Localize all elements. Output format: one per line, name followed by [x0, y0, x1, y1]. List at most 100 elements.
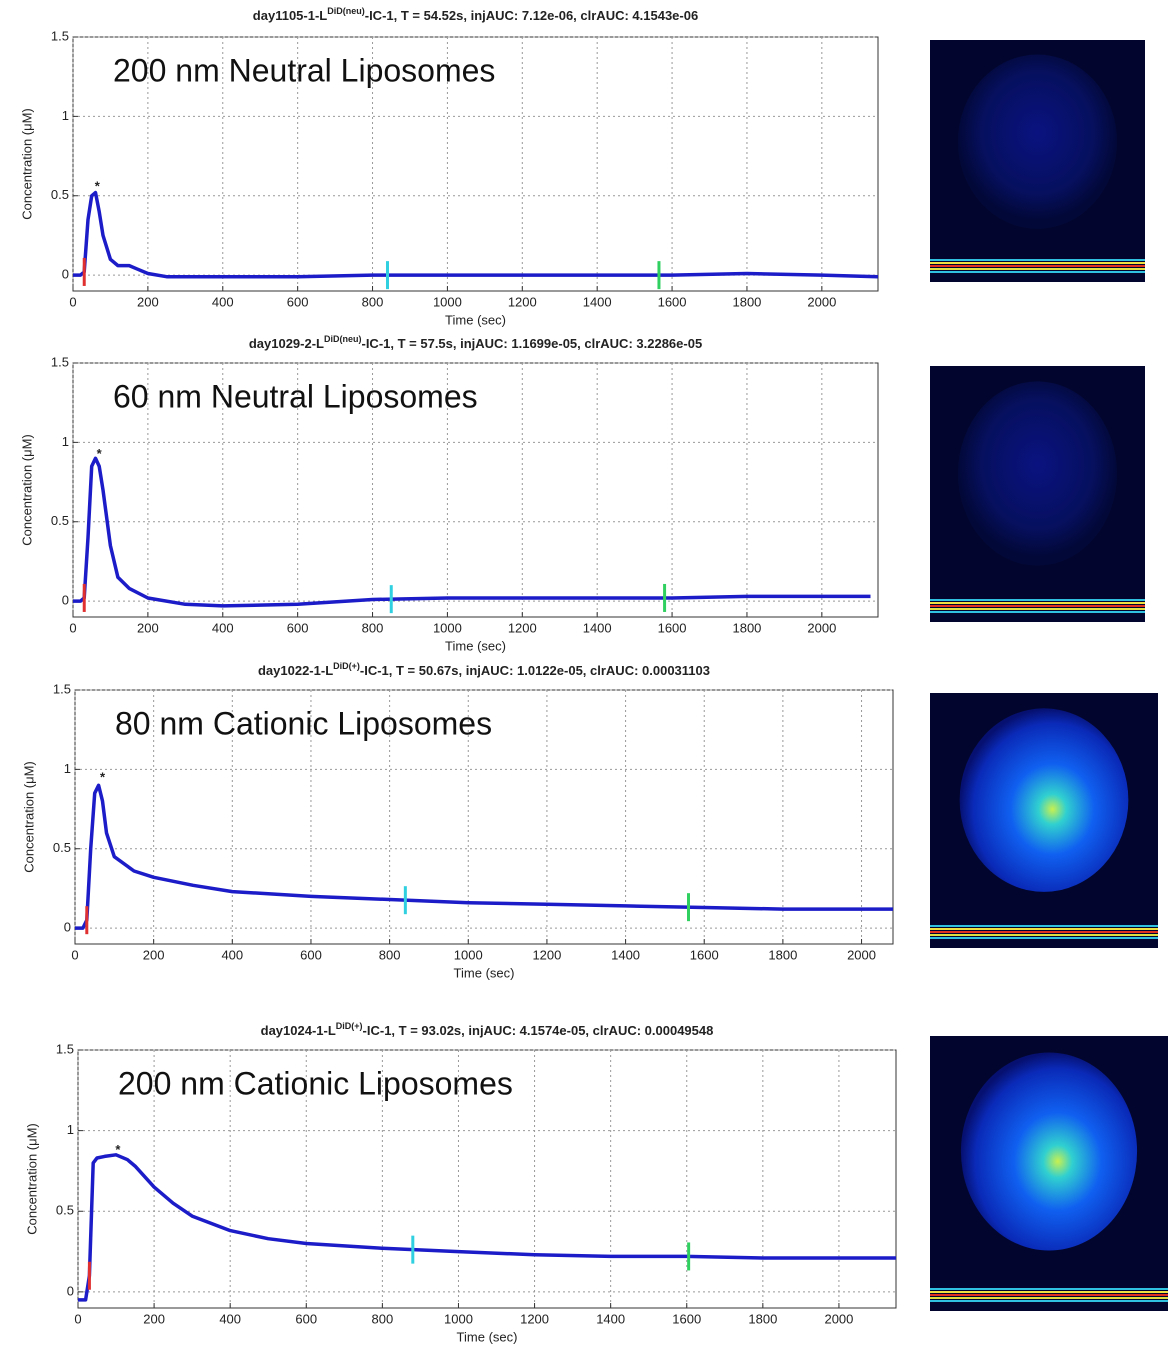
title-rest: -IC-1, T = 54.52s, injAUC: 7.12e-06, clr…: [365, 8, 698, 23]
chart-title: day1024-1-LDiD(+)-IC-1, T = 93.02s, injA…: [261, 1021, 714, 1038]
x-tick-label: 1600: [658, 620, 687, 635]
organ-image: [957, 54, 1118, 229]
x-axis-label: Time (sec): [457, 1329, 518, 1344]
x-tick-label: 1000: [433, 620, 462, 635]
chart-title: day1105-1-LDiD(neu)-IC-1, T = 54.52s, in…: [253, 6, 698, 23]
y-tick-label: 1: [62, 108, 69, 123]
x-tick-label: 0: [74, 1311, 81, 1326]
x-tick-label: 400: [212, 294, 234, 309]
x-tick-label: 200: [143, 947, 165, 962]
y-axis-label: Concentration (μM): [21, 761, 36, 873]
y-tick-label: 0.5: [53, 840, 71, 855]
y-tick-label: 0.5: [51, 187, 69, 202]
title-rest: -IC-1, T = 50.67s, injAUC: 1.0122e-05, c…: [360, 663, 710, 678]
x-tick-label: 2000: [824, 1311, 853, 1326]
x-tick-label: 2000: [807, 620, 836, 635]
y-tick-label: 1: [62, 434, 69, 449]
y-tick-label: 1.5: [56, 1041, 74, 1056]
x-tick-label: 1200: [520, 1311, 549, 1326]
x-tick-label: 1800: [732, 294, 761, 309]
peak-marker: *: [115, 1142, 121, 1157]
y-axis-label: Concentration (μM): [19, 108, 34, 220]
y-tick-label: 1: [67, 1122, 74, 1137]
title-sup: DiD(+): [336, 1021, 363, 1031]
x-axis-label: Time (sec): [454, 965, 515, 980]
chart-title: day1029-2-LDiD(neu)-IC-1, T = 57.5s, inj…: [249, 334, 702, 351]
x-tick-label: 600: [295, 1311, 317, 1326]
x-tick-label: 800: [379, 947, 401, 962]
title-base: day1105-1-L: [253, 8, 327, 23]
title-rest: -IC-1, T = 57.5s, injAUC: 1.1699e-05, cl…: [361, 336, 702, 351]
y-tick-label: 0: [62, 593, 69, 608]
x-tick-label: 600: [287, 620, 309, 635]
x-tick-label: 400: [212, 620, 234, 635]
x-tick-label: 1200: [532, 947, 561, 962]
title-base: day1022-1-L: [258, 663, 333, 678]
annotation: 200 nm Cationic Liposomes: [118, 1065, 513, 1101]
x-tick-label: 0: [69, 620, 76, 635]
y-tick-label: 1.5: [53, 681, 71, 696]
x-tick-label: 2000: [807, 294, 836, 309]
title-base: day1029-2-L: [249, 336, 324, 351]
x-tick-label: 400: [221, 947, 243, 962]
x-tick-label: 1000: [433, 294, 462, 309]
y-tick-label: 1: [64, 761, 71, 776]
data-line: [73, 456, 871, 608]
y-tick-label: 0: [67, 1283, 74, 1298]
peak-marker: *: [97, 446, 103, 461]
x-tick-label: 1400: [596, 1311, 625, 1326]
x-tick-label: 1600: [690, 947, 719, 962]
plot-area: [72, 362, 879, 618]
x-tick-label: 200: [143, 1311, 165, 1326]
annotation: 60 nm Neutral Liposomes: [113, 378, 478, 414]
data-line: [75, 783, 893, 930]
x-tick-label: 1200: [508, 620, 537, 635]
peak-marker: *: [95, 178, 101, 193]
annotation: 80 nm Cationic Liposomes: [115, 705, 492, 741]
x-tick-label: 200: [137, 620, 159, 635]
data-line: [78, 1153, 896, 1302]
organ-image: [957, 381, 1118, 566]
y-tick-label: 0.5: [56, 1203, 74, 1218]
x-tick-label: 800: [362, 620, 384, 635]
y-tick-label: 0: [64, 920, 71, 935]
x-tick-label: 600: [287, 294, 309, 309]
x-tick-label: 200: [137, 294, 159, 309]
y-tick-label: 1.5: [51, 354, 69, 369]
x-tick-label: 1200: [508, 294, 537, 309]
x-axis-label: Time (sec): [445, 312, 506, 327]
peak-marker: *: [100, 770, 106, 785]
y-axis-label: Concentration (μM): [19, 434, 34, 546]
title-rest: -IC-1, T = 93.02s, injAUC: 4.1574e-05, c…: [363, 1023, 714, 1038]
x-axis-label: Time (sec): [445, 638, 506, 653]
title-sup: DiD(neu): [324, 334, 362, 344]
y-axis-label: Concentration (μM): [24, 1123, 39, 1235]
y-tick-label: 0: [62, 267, 69, 282]
x-tick-label: 800: [362, 294, 384, 309]
title-sup: DiD(neu): [327, 6, 365, 16]
x-tick-label: 800: [372, 1311, 394, 1326]
x-tick-label: 1600: [658, 294, 687, 309]
title-sup: DiD(+): [333, 661, 360, 671]
plot-area: [72, 36, 879, 292]
x-tick-label: 1800: [732, 620, 761, 635]
x-tick-label: 0: [69, 294, 76, 309]
x-tick-label: 1000: [454, 947, 483, 962]
organ-image: [960, 1052, 1138, 1251]
x-tick-label: 1400: [583, 294, 612, 309]
x-tick-label: 1800: [768, 947, 797, 962]
x-tick-label: 1600: [672, 1311, 701, 1326]
organ-image: [959, 708, 1129, 892]
y-tick-label: 1.5: [51, 28, 69, 43]
plot-area: [77, 1049, 897, 1309]
x-tick-label: 600: [300, 947, 322, 962]
chart-title: day1022-1-LDiD(+)-IC-1, T = 50.67s, injA…: [258, 661, 710, 678]
x-tick-label: 2000: [847, 947, 876, 962]
y-tick-label: 0.5: [51, 513, 69, 528]
x-tick-label: 1400: [611, 947, 640, 962]
data-line: [73, 190, 879, 279]
title-base: day1024-1-L: [261, 1023, 336, 1038]
annotation: 200 nm Neutral Liposomes: [113, 52, 495, 88]
x-tick-label: 1400: [583, 620, 612, 635]
